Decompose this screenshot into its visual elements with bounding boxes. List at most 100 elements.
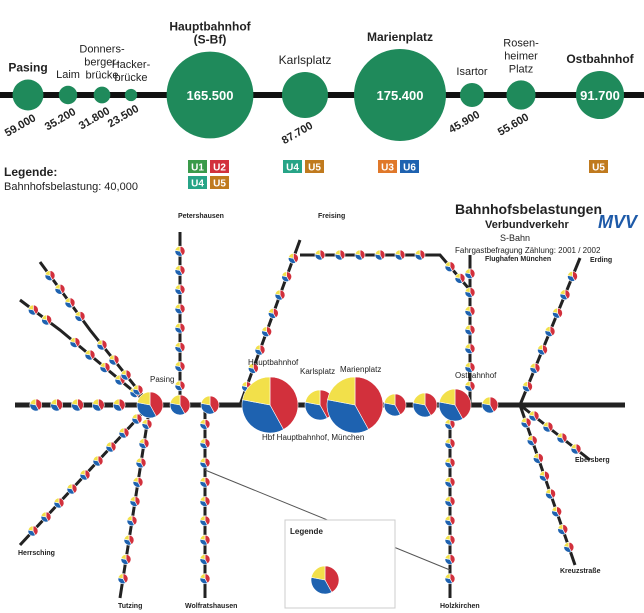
station-pie (552, 307, 558, 314)
station-pie (174, 303, 181, 310)
legend-box (284, 519, 396, 609)
line-badge (400, 160, 419, 173)
map-label: Wolfratshausen (185, 603, 237, 610)
value-label: 35.200 (43, 106, 78, 133)
station-pie (96, 339, 103, 346)
station-pie (199, 515, 206, 522)
station-pie (131, 413, 138, 420)
station-bubble (575, 70, 625, 120)
station-pie (117, 573, 124, 580)
station-pie (248, 363, 254, 369)
map-label: Petershausen (178, 213, 224, 220)
line-badge-label: U4 (191, 179, 204, 190)
station-bubble (93, 86, 111, 104)
station-pie (108, 354, 115, 361)
station-pie (522, 381, 528, 387)
route (518, 404, 577, 566)
station-pie (383, 402, 401, 417)
station-bubble (459, 82, 485, 108)
station-pie (199, 476, 206, 483)
station-pie (438, 401, 464, 422)
station-pie (444, 573, 451, 580)
value-label: 55.600 (496, 111, 531, 138)
station-bubble (58, 85, 78, 105)
station-pie (545, 488, 551, 495)
station-pie (537, 344, 543, 351)
station-pie (556, 432, 563, 439)
station-pie (444, 554, 451, 560)
line-badge (378, 160, 397, 173)
station-pie (444, 515, 451, 522)
station-pie (438, 388, 456, 406)
line-badge-label: U5 (213, 179, 226, 190)
station-pie (120, 554, 127, 560)
station-pie (310, 565, 326, 581)
line-badge (188, 176, 207, 189)
station-pie (54, 283, 61, 290)
map-label: Kreuzstraße (560, 568, 601, 575)
station-pie (464, 268, 471, 275)
line-badge-label: U6 (403, 163, 416, 174)
station-pie (464, 324, 471, 331)
network-map: Bahnhofsbelastungen Verbundverkehr S-Bahn F… (15, 201, 639, 610)
station-pie (28, 304, 34, 311)
line-badge (188, 160, 207, 173)
station-pie (53, 497, 60, 504)
station-pie (199, 438, 206, 444)
station-pie (135, 457, 142, 464)
line-badge (589, 160, 608, 173)
station-name: Hauptbahnhof (S-Bf) (169, 20, 251, 47)
station-pie (563, 541, 570, 548)
station-pie (199, 573, 206, 580)
station-pie (557, 524, 564, 530)
station-pie (66, 483, 73, 490)
station-pie (174, 380, 181, 387)
value-label: 23.500 (106, 103, 141, 130)
station-pie (334, 249, 341, 256)
station-pie (412, 392, 426, 406)
station-pie (533, 453, 539, 459)
station-pie (464, 343, 471, 350)
station-pie (123, 534, 130, 541)
station-pie (199, 457, 206, 464)
station-pie (29, 398, 37, 406)
station-name: Pasing (8, 61, 47, 75)
station-pie (174, 322, 181, 329)
station-pie (314, 249, 321, 256)
station-pie (169, 394, 181, 406)
map-label: Verbundverkehr (485, 219, 569, 231)
station-pie (71, 398, 78, 406)
map-label: Flughafen München (485, 256, 551, 263)
station-pie (44, 270, 51, 276)
map-label: Hauptbahnhof (248, 358, 299, 367)
map-label: Ebersberg (575, 457, 610, 464)
station-pie (174, 361, 181, 367)
station-name: Ostbahnhof (566, 52, 634, 66)
station-pie (464, 362, 471, 368)
station-pie (383, 393, 396, 406)
station-pie (444, 534, 451, 541)
station-pie (454, 388, 472, 420)
station-pie (169, 402, 186, 416)
station-pie (69, 337, 76, 343)
station-pie (50, 398, 57, 406)
map-label: S-Bahn (500, 233, 530, 243)
station-pie (120, 369, 127, 376)
station-pie (327, 376, 356, 406)
station-name: Marienplatz (367, 30, 433, 44)
map-label: Tutzing (118, 603, 142, 610)
legend-title: Legende: (4, 165, 57, 179)
station-pie (138, 438, 145, 444)
station-pie (326, 399, 369, 434)
station-pie (254, 344, 261, 351)
station-pie (444, 438, 451, 444)
station-pie (114, 374, 121, 381)
station-pie (354, 249, 361, 256)
station-pie (174, 265, 181, 271)
station-pie (412, 402, 432, 418)
station-name: Isartor (456, 66, 488, 78)
station-pie (27, 525, 34, 532)
line-badge (305, 160, 324, 173)
station-pie (132, 476, 139, 483)
